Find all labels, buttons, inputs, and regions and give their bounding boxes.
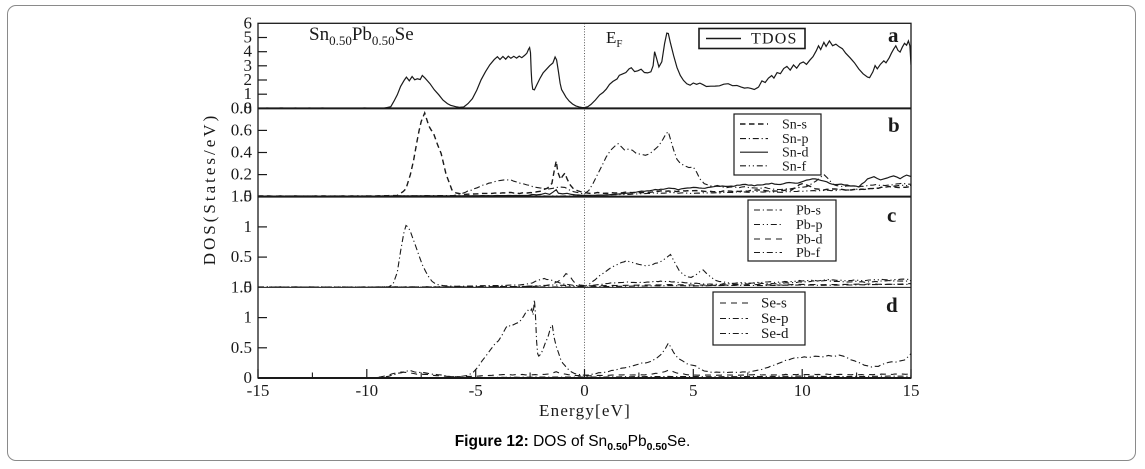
svg-text:6: 6 — [244, 13, 253, 32]
svg-text:Sn0.50Pb0.50Se: Sn0.50Pb0.50Se — [309, 24, 414, 48]
svg-text:0.5: 0.5 — [231, 247, 252, 266]
svg-text:0.6: 0.6 — [231, 120, 252, 139]
svg-text:Pb-p: Pb-p — [796, 218, 822, 233]
svg-text:Sn-f: Sn-f — [782, 159, 806, 174]
svg-text:0.8: 0.8 — [231, 98, 252, 117]
svg-text:2: 2 — [244, 70, 253, 89]
svg-text:0.5: 0.5 — [231, 338, 252, 357]
svg-text:0: 0 — [244, 368, 253, 387]
svg-text:4: 4 — [244, 42, 253, 61]
svg-text:5: 5 — [689, 381, 698, 400]
svg-text:0: 0 — [244, 98, 253, 117]
svg-text:1.5: 1.5 — [231, 277, 252, 296]
svg-text:-5: -5 — [469, 381, 483, 400]
svg-text:0.2: 0.2 — [231, 165, 252, 184]
svg-text:1: 1 — [244, 308, 253, 327]
svg-text:0: 0 — [244, 277, 253, 296]
svg-text:15: 15 — [903, 381, 920, 400]
svg-text:Se-s: Se-s — [761, 296, 787, 312]
svg-text:Sn-d: Sn-d — [782, 146, 808, 161]
svg-text:Se-d: Se-d — [761, 326, 789, 342]
svg-text:Sn-s: Sn-s — [782, 118, 807, 133]
svg-text:Sn-p: Sn-p — [782, 132, 808, 147]
svg-text:0.4: 0.4 — [231, 143, 253, 162]
svg-text:d: d — [886, 293, 898, 317]
svg-text:10: 10 — [794, 381, 811, 400]
svg-text:Pb-d: Pb-d — [796, 233, 822, 248]
svg-text:3: 3 — [244, 56, 253, 75]
svg-text:DOS(States/eV): DOS(States/eV) — [200, 113, 219, 265]
svg-text:Energy[eV]: Energy[eV] — [539, 401, 631, 420]
svg-text:Pb-s: Pb-s — [796, 204, 821, 219]
svg-text:EF: EF — [606, 28, 623, 50]
svg-text:c: c — [887, 203, 896, 227]
svg-text:Pb-f: Pb-f — [796, 246, 820, 261]
svg-text:1: 1 — [244, 84, 253, 103]
svg-text:0: 0 — [244, 187, 253, 206]
svg-text:1: 1 — [244, 217, 253, 236]
svg-text:Se-p: Se-p — [761, 311, 789, 327]
svg-text:0: 0 — [580, 381, 589, 400]
svg-text:-10: -10 — [355, 381, 378, 400]
svg-text:5: 5 — [244, 28, 253, 47]
svg-text:-15: -15 — [247, 381, 270, 400]
svg-text:TDOS: TDOS — [751, 31, 798, 48]
svg-text:a: a — [888, 23, 899, 47]
svg-text:1.5: 1.5 — [231, 187, 252, 206]
svg-text:b: b — [888, 113, 900, 137]
